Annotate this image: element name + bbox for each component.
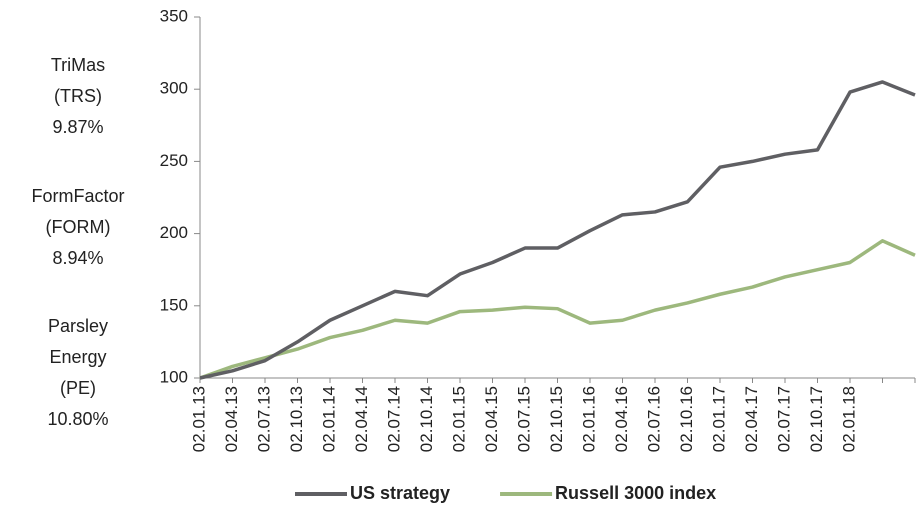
x-tick-label: 02.04.15 <box>482 386 501 452</box>
side-label: (FORM) <box>46 217 111 237</box>
x-tick-label: 02.07.17 <box>774 386 793 452</box>
y-tick-label: 250 <box>160 151 188 170</box>
y-tick-label: 350 <box>160 6 188 25</box>
x-tick-label: 02.01.13 <box>189 386 208 452</box>
y-tick-label: 200 <box>160 223 188 242</box>
legend-label: US strategy <box>350 483 450 503</box>
y-tick-label: 300 <box>160 79 188 98</box>
series-line <box>199 80 916 380</box>
x-tick-label: 02.04.17 <box>742 386 761 452</box>
side-label: Parsley <box>48 316 108 336</box>
side-label: (TRS) <box>54 86 102 106</box>
side-label: (PE) <box>60 378 96 398</box>
x-tick-label: 02.10.16 <box>677 386 696 452</box>
side-label: TriMas <box>51 55 105 75</box>
side-label: 9.87% <box>52 117 103 137</box>
x-tick-label: 02.01.14 <box>319 386 338 452</box>
x-tick-label: 02.04.14 <box>352 386 371 452</box>
x-tick-label: 02.04.13 <box>222 386 241 452</box>
series-line <box>199 239 916 380</box>
side-label: FormFactor <box>31 186 124 206</box>
x-tick-label: 02.10.14 <box>417 386 436 452</box>
x-tick-label: 02.10.13 <box>287 386 306 452</box>
y-tick-label: 100 <box>160 367 188 386</box>
x-tick-label: 02.10.15 <box>547 386 566 452</box>
y-tick-label: 150 <box>160 295 188 314</box>
side-label: 8.94% <box>52 248 103 268</box>
legend-label: Russell 3000 index <box>555 483 716 503</box>
x-tick-label: 02.07.15 <box>514 386 533 452</box>
side-label: Energy <box>49 347 106 367</box>
x-tick-label: 02.01.17 <box>709 386 728 452</box>
x-tick-label: 02.01.15 <box>449 386 468 452</box>
side-label: 10.80% <box>47 409 108 429</box>
x-tick-label: 02.07.16 <box>644 386 663 452</box>
x-tick-label: 02.01.18 <box>839 386 858 452</box>
x-tick-label: 02.07.14 <box>384 386 403 452</box>
x-tick-label: 02.04.16 <box>612 386 631 452</box>
x-tick-label: 02.10.17 <box>807 386 826 452</box>
x-tick-label: 02.07.13 <box>254 386 273 452</box>
x-tick-label: 02.01.16 <box>579 386 598 452</box>
